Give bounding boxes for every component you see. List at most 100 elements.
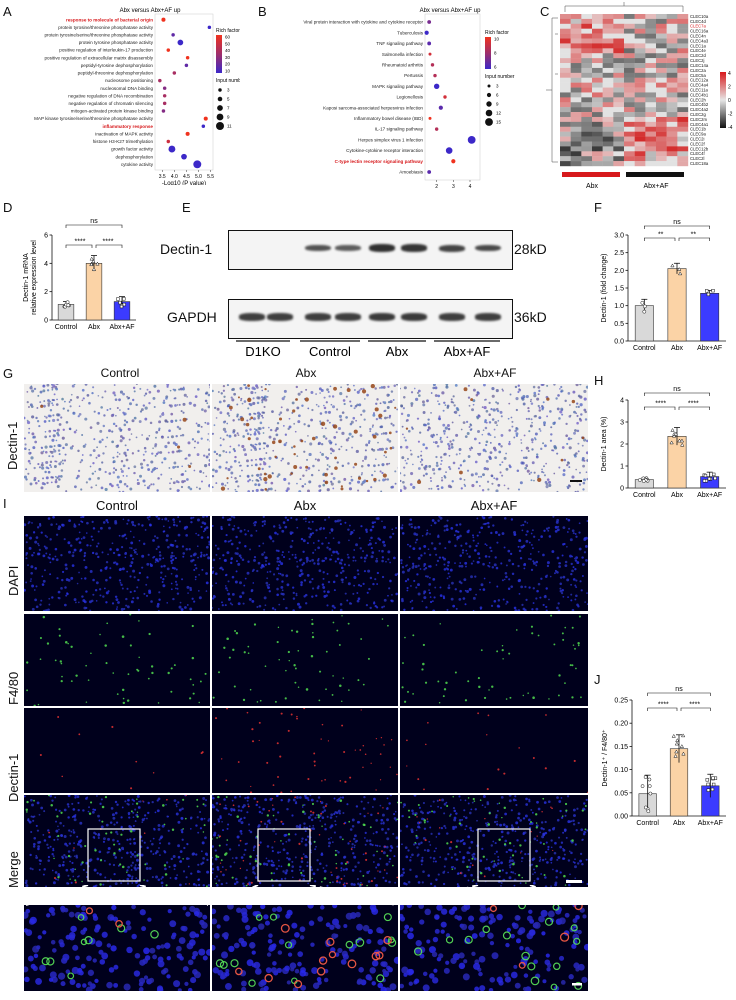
dapi-nucleus <box>520 585 524 589</box>
dapi-nucleus <box>133 799 136 802</box>
dectin1-signal <box>296 717 298 720</box>
dapi-nucleus <box>230 558 233 561</box>
dapi-nucleus <box>252 849 255 852</box>
nucleus <box>168 467 171 469</box>
f480-signal <box>332 621 335 624</box>
dapi-nucleus <box>134 820 137 822</box>
dapi-nucleus <box>84 565 88 569</box>
heatmap-cell <box>602 112 614 118</box>
dapi-nucleus <box>250 589 254 592</box>
sig-label: ns <box>90 218 98 225</box>
f480-signal <box>362 823 366 826</box>
nucleus <box>248 478 252 482</box>
f480-signal <box>557 694 560 697</box>
nucleus <box>34 481 38 485</box>
dapi-nucleus <box>507 587 511 590</box>
dapi-nucleus <box>137 806 141 809</box>
nucleus <box>266 395 269 398</box>
dectin1-signal <box>53 876 57 880</box>
dapi-nucleus <box>277 564 280 567</box>
dapi-nucleus <box>105 591 109 595</box>
nucleus <box>453 404 456 407</box>
dapi-nucleus <box>566 578 570 582</box>
dapi-nucleus <box>266 577 269 580</box>
dectin1-signal <box>339 779 342 782</box>
dapi-nucleus <box>125 604 128 607</box>
nucleus <box>254 483 257 486</box>
dapi-nucleus <box>406 587 409 590</box>
nucleus <box>259 473 263 476</box>
dapi-nucleus <box>132 816 135 818</box>
nucleus <box>84 443 87 446</box>
dapi-nucleus <box>459 554 462 557</box>
dapi-nucleus <box>369 576 373 580</box>
f480-signal <box>215 882 218 885</box>
plot-frame <box>424 13 481 181</box>
nucleus <box>467 384 470 387</box>
f480-signal <box>396 801 398 804</box>
f480-signal <box>392 864 394 867</box>
nucleus <box>422 403 426 407</box>
dapi-nucleus <box>127 865 130 869</box>
f480-signal <box>164 873 168 876</box>
dapi-nucleus <box>277 859 280 862</box>
term-label: Kaposi sarcoma-associated herpesvirus in… <box>323 105 423 110</box>
dapi-nucleus <box>301 806 304 808</box>
nucleus <box>280 459 283 462</box>
nucleus <box>200 437 203 440</box>
nucleus <box>332 405 336 409</box>
nucleus <box>255 437 259 441</box>
fluor-texture <box>39 716 204 790</box>
nucleus <box>152 396 156 400</box>
dapi-nucleus <box>126 587 129 590</box>
nucleus <box>202 471 205 474</box>
ihc-image-abxaf <box>400 384 588 492</box>
nucleus <box>533 415 536 418</box>
dapi-nucleus <box>130 864 133 867</box>
dapi-nucleus <box>201 841 205 845</box>
dapi-nucleus <box>195 567 198 570</box>
dapi-nucleus <box>213 595 216 599</box>
dapi-nucleus <box>118 579 122 582</box>
dapi-nucleus <box>435 564 438 566</box>
dapi-nucleus <box>401 531 405 535</box>
heatmap-cell <box>613 38 625 44</box>
nucleus <box>89 453 92 457</box>
nucleus <box>139 462 143 466</box>
nucleus <box>268 435 272 439</box>
dapi-nucleus <box>354 840 357 843</box>
nucleus <box>561 408 564 412</box>
dapi-nucleus <box>34 598 37 602</box>
heatmap-cell <box>560 141 571 147</box>
dapi-nucleus <box>148 523 152 527</box>
dapi-nucleus <box>267 586 270 589</box>
dapi-nucleus <box>482 516 486 520</box>
nucleus <box>360 473 363 476</box>
nucleus <box>296 482 298 485</box>
nucleus <box>520 442 523 444</box>
f480-signal <box>223 646 226 649</box>
nucleus <box>120 428 123 431</box>
nucleus <box>524 466 528 470</box>
nucleus <box>178 489 180 492</box>
nucleus <box>154 454 157 457</box>
term-label: Viral protein interaction with cytokine … <box>303 20 423 25</box>
dapi-nucleus <box>68 842 71 845</box>
dapi-nucleus <box>412 547 416 551</box>
dapi-nucleus <box>176 874 179 876</box>
fluor-texture <box>400 516 588 611</box>
dapi-nucleus <box>272 540 275 543</box>
dapi-nucleus <box>55 820 57 823</box>
nucleus <box>459 477 462 481</box>
nucleus <box>58 462 62 466</box>
dectin1-signal <box>225 869 227 871</box>
dapi-nucleus <box>191 852 195 856</box>
dectin1-stain <box>237 396 240 399</box>
dapi-nucleus <box>45 885 47 887</box>
dapi-nucleus <box>316 868 319 871</box>
nucleus <box>450 400 454 404</box>
nucleus <box>32 436 35 439</box>
heatmap-cell <box>634 121 646 127</box>
gene-label: CLEC5a <box>690 73 706 78</box>
dapi-nucleus <box>581 575 584 577</box>
